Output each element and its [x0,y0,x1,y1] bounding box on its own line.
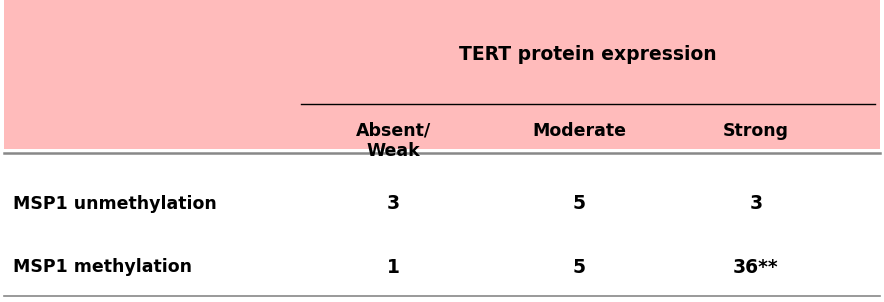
Text: 1: 1 [387,258,400,277]
Text: TERT protein expression: TERT protein expression [459,45,717,64]
Text: Strong: Strong [723,122,789,140]
Text: 36**: 36** [733,258,779,277]
Bar [4,0,880,149]
Text: 3: 3 [750,194,762,213]
Text: MSP1 unmethylation: MSP1 unmethylation [13,195,217,213]
Text: 5: 5 [573,194,585,213]
Text: Absent/
Weak: Absent/ Weak [355,121,431,160]
Text: 5: 5 [573,258,585,277]
Text: 3: 3 [387,194,400,213]
Text: Moderate: Moderate [532,122,626,140]
Text: MSP1 methylation: MSP1 methylation [13,258,192,276]
